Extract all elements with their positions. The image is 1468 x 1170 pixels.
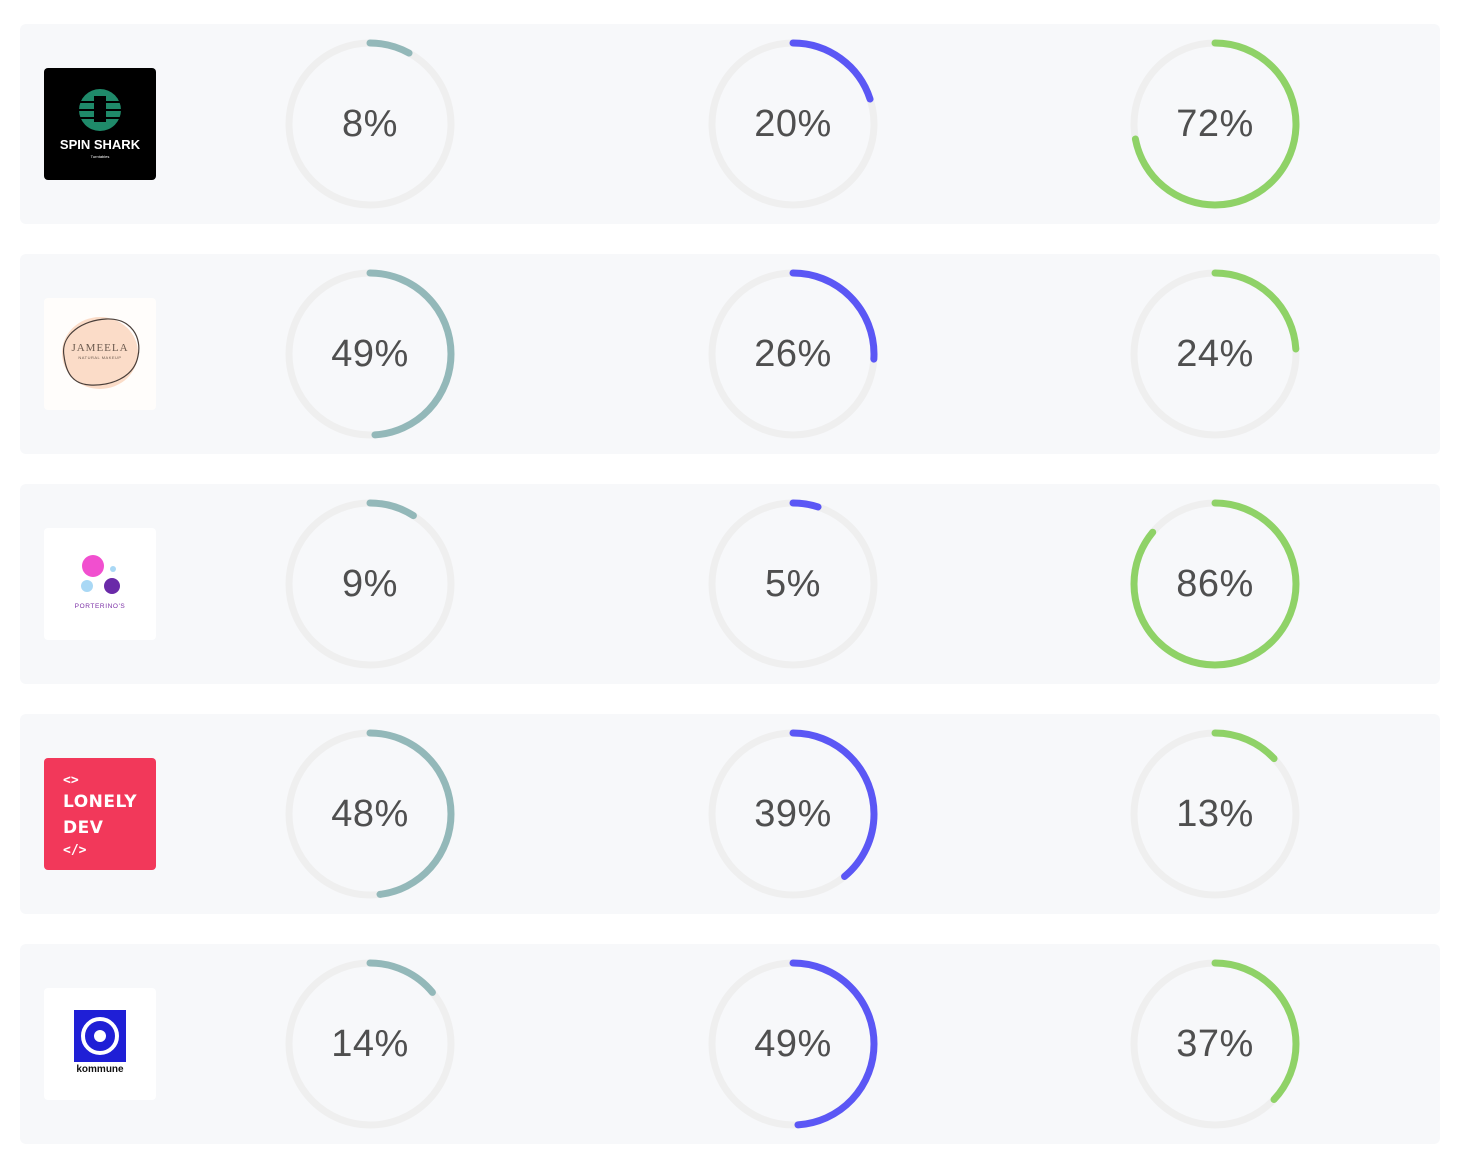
- porterinos-logo-image: PORTERINO'S: [44, 528, 156, 640]
- percent-label: 26%: [754, 333, 832, 375]
- metric-ring: 8%: [282, 36, 458, 212]
- logo-wordmark: JAMEELA: [71, 342, 128, 354]
- metric-ring: 14%: [282, 956, 458, 1132]
- brand-row-porterinos: PORTERINO'S 9% 5% 86%: [20, 484, 1440, 684]
- target-center: [94, 1030, 106, 1042]
- percent-label: 48%: [331, 793, 409, 835]
- pink-dot-icon: [82, 555, 104, 577]
- percent-label: 72%: [1176, 103, 1254, 145]
- metric-ring: 39%: [705, 726, 881, 902]
- logo-tagline: NATURAL MAKEUP: [78, 355, 121, 360]
- metric-ring: 48%: [282, 726, 458, 902]
- jameela-logo: JAMEELA NATURAL MAKEUP: [44, 298, 156, 410]
- porterinos-logo: PORTERINO'S: [44, 528, 156, 640]
- logo-wordmark: PORTERINO'S: [75, 603, 126, 610]
- ring-progress-arc: [1130, 269, 1300, 439]
- ring-progress-arc: [285, 269, 455, 439]
- logo-wordmark: kommune: [76, 1064, 124, 1075]
- logo-tagline: Turntables: [91, 154, 110, 159]
- progress-ring-svg: [708, 499, 878, 669]
- vinyl-center: [94, 96, 106, 122]
- purple-dot-icon: [104, 578, 120, 594]
- blob-mark-icon: [62, 317, 138, 389]
- percent-label: 49%: [331, 333, 409, 375]
- blob-outline: [63, 318, 140, 386]
- metric-ring: 26%: [705, 266, 881, 442]
- ring-progress-arc: [285, 499, 455, 669]
- ring-progress-arc: [708, 269, 878, 439]
- blue-dot-icon: [81, 580, 93, 592]
- progress-ring-svg: [285, 959, 455, 1129]
- progress-ring-svg: [708, 729, 878, 899]
- metric-ring: 37%: [1127, 956, 1303, 1132]
- progress-ring-svg: [1130, 269, 1300, 439]
- percent-label: 39%: [754, 793, 832, 835]
- ring-progress-arc: [1130, 499, 1300, 669]
- jameela-logo-image: JAMEELA NATURAL MAKEUP: [44, 298, 156, 410]
- progress-ring-svg: [285, 729, 455, 899]
- progress-ring-svg: [1130, 39, 1300, 209]
- ring-progress-arc: [708, 959, 878, 1129]
- percent-label: 24%: [1176, 333, 1254, 375]
- logo-background: [44, 528, 156, 640]
- percent-label: 14%: [331, 1023, 409, 1065]
- metric-ring: 13%: [1127, 726, 1303, 902]
- percent-label: 49%: [754, 1023, 832, 1065]
- progress-ring-svg: [1130, 959, 1300, 1129]
- progress-ring-svg: [708, 39, 878, 209]
- percent-label: 86%: [1176, 563, 1254, 605]
- ring-progress-arc: [285, 729, 455, 899]
- spin-shark-logo: SPIN SHARK Turntables: [44, 68, 156, 180]
- progress-ring-svg: [708, 959, 878, 1129]
- small-blue-dot-icon: [110, 566, 116, 572]
- ring-progress-arc: [708, 729, 878, 899]
- brand-row-lonely-dev: <> LONELY DEV </> 48% 39% 13%: [20, 714, 1440, 914]
- logo-wordmark: SPIN SHARK: [60, 137, 141, 152]
- percent-label: 5%: [765, 563, 821, 605]
- metric-ring: 72%: [1127, 36, 1303, 212]
- kommune-logo-image: kommune: [44, 988, 156, 1100]
- ring-progress-arc: [285, 959, 455, 1129]
- metric-ring: 5%: [705, 496, 881, 672]
- metric-ring: 86%: [1127, 496, 1303, 672]
- metric-ring: 49%: [282, 266, 458, 442]
- brand-row-jameela: JAMEELA NATURAL MAKEUP 49% 26% 24%: [20, 254, 1440, 454]
- target-ring: [81, 1017, 119, 1055]
- progress-ring-svg: [285, 269, 455, 439]
- logo-wordmark-line2: DEV: [63, 818, 104, 838]
- progress-ring-svg: [708, 269, 878, 439]
- logo-background: [44, 758, 156, 870]
- ring-progress-arc: [285, 39, 455, 209]
- progress-ring-svg: [1130, 729, 1300, 899]
- percent-label: 20%: [754, 103, 832, 145]
- spin-shark-logo-image: SPIN SHARK Turntables: [44, 68, 156, 180]
- code-open-icon: <>: [63, 773, 79, 788]
- metric-ring: 9%: [282, 496, 458, 672]
- brand-row-kommune: kommune 14% 49% 37%: [20, 944, 1440, 1144]
- percent-label: 13%: [1176, 793, 1254, 835]
- lonely-dev-logo: <> LONELY DEV </>: [44, 758, 156, 870]
- metric-ring: 20%: [705, 36, 881, 212]
- progress-ring-svg: [1130, 499, 1300, 669]
- ring-progress-arc: [1130, 39, 1300, 209]
- progress-ring-svg: [285, 499, 455, 669]
- ring-progress-arc: [708, 499, 878, 669]
- percent-label: 37%: [1176, 1023, 1254, 1065]
- progress-ring-svg: [285, 39, 455, 209]
- logo-wordmark-line1: LONELY: [63, 792, 137, 812]
- code-close-icon: </>: [63, 843, 87, 858]
- ring-progress-arc: [1130, 959, 1300, 1129]
- ring-progress-arc: [708, 39, 878, 209]
- percent-label: 8%: [342, 103, 398, 145]
- ring-progress-arc: [1130, 729, 1300, 899]
- kommune-logo: kommune: [44, 988, 156, 1100]
- percent-label: 9%: [342, 563, 398, 605]
- metric-ring: 49%: [705, 956, 881, 1132]
- lonely-dev-logo-image: <> LONELY DEV </>: [44, 758, 156, 870]
- brand-row-spin-shark: SPIN SHARK Turntables 8% 20% 72%: [20, 24, 1440, 224]
- metric-ring: 24%: [1127, 266, 1303, 442]
